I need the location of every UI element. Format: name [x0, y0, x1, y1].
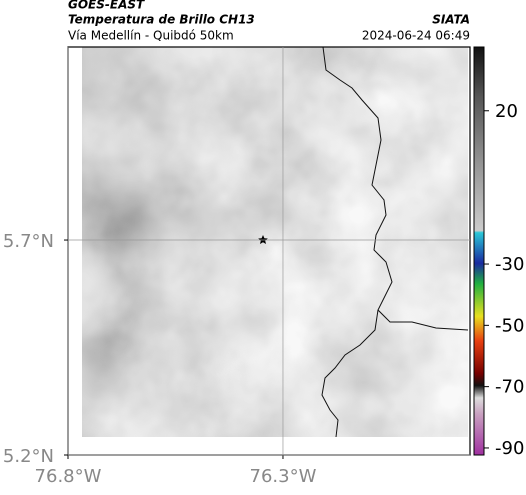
colorbar-tick-label: -90	[495, 438, 524, 459]
source: SIATA	[432, 13, 470, 27]
product: GOES-EAST	[68, 0, 145, 12]
title: Temperatura de Brillo CH13	[68, 13, 255, 27]
subtitle: Vía Medellín - Quibdó 50km	[68, 29, 234, 43]
shade	[82, 47, 468, 437]
imagery	[82, 47, 468, 437]
border	[322, 47, 468, 331]
colorbar-tick-label: -50	[495, 315, 524, 336]
colorbar-tick-label: -30	[495, 254, 524, 275]
x-tick-label: 76.3°W	[250, 466, 317, 487]
colorbar-tick-label: 20	[495, 101, 518, 122]
border	[321, 309, 379, 437]
timestamp: 2024-06-24 06:49	[362, 29, 470, 43]
location-marker	[258, 235, 268, 244]
x-tick-label: 76.8°W	[35, 466, 102, 487]
colorbar	[473, 46, 485, 456]
colorbar-tick-label: -70	[495, 377, 524, 398]
y-tick-label: 5.2°N	[3, 446, 54, 467]
y-tick-label: 5.7°N	[3, 231, 54, 252]
